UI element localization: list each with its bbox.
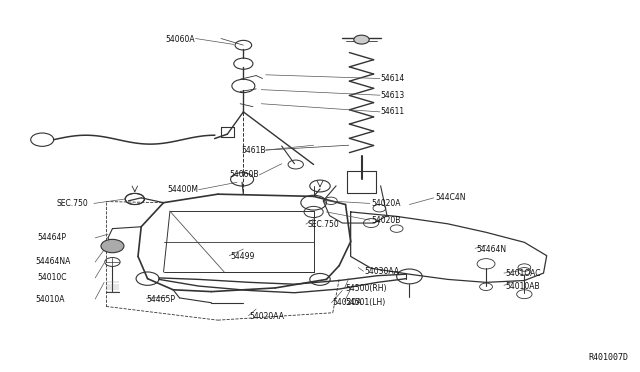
Text: 54614: 54614	[381, 74, 405, 83]
Text: 54020A: 54020A	[371, 199, 401, 208]
Text: 54400M: 54400M	[168, 185, 198, 194]
Circle shape	[101, 239, 124, 253]
Text: 54499: 54499	[230, 252, 255, 261]
Text: SEC.750: SEC.750	[307, 221, 339, 230]
Text: 54500(RH): 54500(RH)	[346, 284, 387, 293]
Text: R401007D: R401007D	[588, 353, 628, 362]
Text: 5461B: 5461B	[241, 146, 266, 155]
Text: 544C4N: 544C4N	[435, 193, 465, 202]
Text: 54010C: 54010C	[38, 273, 67, 282]
Text: 54010A: 54010A	[36, 295, 65, 304]
Text: 54464N: 54464N	[476, 244, 507, 253]
Text: 54611: 54611	[381, 108, 404, 116]
Text: 54020AA: 54020AA	[250, 312, 285, 321]
Text: 54501(LH): 54501(LH)	[346, 298, 386, 307]
Text: 5401OAC: 5401OAC	[505, 269, 541, 278]
Text: 54020A: 54020A	[333, 298, 362, 307]
Text: 54010AB: 54010AB	[505, 282, 540, 291]
Text: 54465P: 54465P	[147, 295, 175, 304]
Text: 54464P: 54464P	[38, 233, 67, 243]
Text: 54613: 54613	[381, 91, 405, 100]
Text: 54020B: 54020B	[371, 216, 401, 225]
Text: SEC.750: SEC.750	[57, 199, 89, 208]
Text: 54060A: 54060A	[166, 35, 195, 44]
Text: 54060B: 54060B	[230, 170, 259, 179]
Text: 54464NA: 54464NA	[36, 257, 71, 266]
Circle shape	[354, 35, 369, 44]
Text: 54030AA: 54030AA	[365, 267, 400, 276]
